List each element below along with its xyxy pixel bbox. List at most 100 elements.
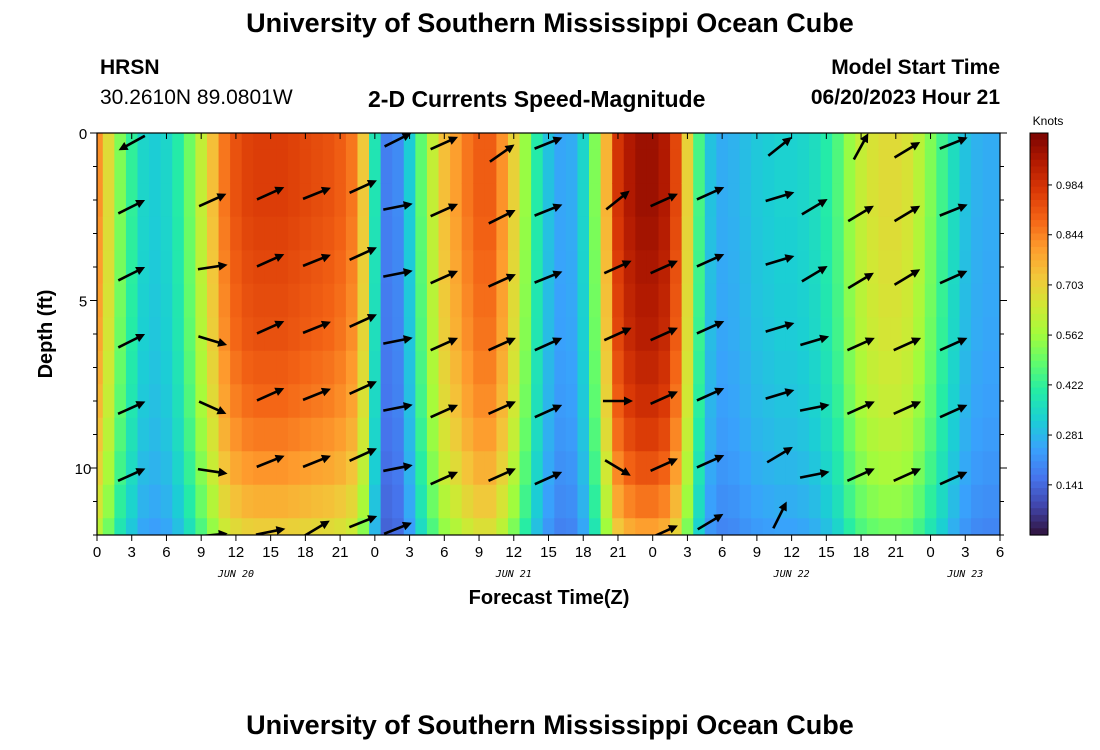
heatmap-cell: [878, 183, 891, 218]
heatmap-cell: [102, 250, 115, 285]
heatmap-cell: [288, 250, 301, 285]
heatmap-cell: [288, 133, 301, 151]
current-arrow: [605, 190, 630, 211]
heatmap-cell: [102, 149, 115, 184]
heatmap-cell: [855, 518, 868, 535]
arrow-head: [860, 133, 869, 144]
colorbar-segment: [1030, 528, 1048, 536]
current-arrow: [697, 513, 724, 531]
arrow-shaft: [383, 464, 409, 473]
heatmap-cell: [507, 350, 521, 385]
heatmap-cell: [149, 183, 162, 218]
heatmap-cell: [450, 417, 463, 452]
heatmap-cell: [299, 283, 312, 318]
heatmap-cell: [994, 317, 1000, 352]
current-arrow: [256, 454, 285, 469]
heatmap-cell: [832, 149, 845, 184]
heatmap-cell: [461, 216, 474, 251]
x-tick-label: 12: [505, 544, 522, 561]
arrow-shaft: [772, 505, 786, 529]
x-tick-label: 0: [371, 544, 379, 561]
heatmap-cell: [102, 451, 115, 486]
current-arrow: [939, 203, 968, 217]
heatmap-cell: [102, 283, 115, 318]
heatmap-cell: [125, 518, 139, 535]
heatmap-cell: [727, 216, 741, 251]
heatmap-cell: [797, 451, 810, 486]
heatmap-cell: [866, 216, 880, 251]
heatmap-cell: [901, 484, 914, 519]
heatmap-cell: [102, 216, 115, 251]
heatmap-cell: [403, 384, 416, 419]
heatmap-cell: [253, 417, 266, 452]
colorbar-segment: [1030, 233, 1048, 241]
arrow-head: [403, 335, 413, 344]
heatmap-cell: [924, 417, 937, 452]
heatmap-cell: [345, 133, 359, 151]
heatmap-cell: [299, 518, 312, 535]
arrow-head: [216, 406, 227, 415]
x-tick-label: 12: [228, 544, 245, 561]
heatmap-cell: [183, 216, 197, 251]
arrow-head: [552, 270, 563, 279]
heatmap-cell: [693, 384, 706, 419]
heatmap-cell: [693, 484, 706, 519]
heatmap-cell: [797, 149, 810, 184]
heatmap-cell: [357, 250, 370, 285]
heatmap-cell: [565, 384, 579, 419]
heatmap-cell: [936, 518, 949, 535]
heatmap-cell: [623, 317, 636, 352]
heatmap-cell: [878, 216, 891, 251]
colorbar-segment: [1030, 380, 1048, 389]
heatmap-cell: [149, 250, 162, 285]
arrow-head: [714, 454, 725, 463]
heatmap-cell: [878, 350, 891, 385]
heatmap-cell: [971, 133, 984, 151]
arrow-shaft: [489, 146, 512, 163]
heatmap-cell: [971, 250, 984, 285]
x-tick-label: 21: [610, 544, 627, 561]
heatmap-cell: [345, 484, 359, 519]
arrow-head: [784, 388, 795, 397]
heatmap-cell: [264, 149, 278, 184]
colorbar-segment: [1030, 334, 1048, 342]
x-tick-label: 18: [575, 544, 592, 561]
heatmap-cell: [415, 518, 428, 535]
heatmap-cell: [172, 350, 185, 385]
arrow-head: [667, 391, 678, 400]
heatmap-cell: [97, 216, 104, 251]
heatmap-cell: [797, 317, 810, 352]
heatmap-cell: [206, 417, 220, 452]
heatmap-cell: [160, 484, 173, 519]
heatmap-cell: [125, 283, 139, 318]
x-tick-label: 9: [753, 544, 761, 561]
heatmap-cell: [727, 149, 741, 184]
heatmap-cell: [808, 451, 822, 486]
heatmap-cell: [600, 183, 613, 218]
current-arrow: [383, 402, 413, 412]
heatmap-cell: [334, 451, 347, 486]
colorbar-segment: [1030, 521, 1048, 529]
heatmap-cell: [264, 133, 278, 151]
heatmap-cell: [97, 484, 104, 519]
heatmap-cell: [426, 350, 440, 385]
heatmap-cell: [322, 283, 335, 318]
heatmap-cell: [600, 283, 613, 318]
heatmap-cell: [936, 350, 949, 385]
heatmap-cell: [785, 518, 799, 535]
heatmap-cell: [971, 484, 984, 519]
arrow-head: [366, 314, 377, 323]
heatmap-cell: [97, 250, 104, 285]
heatmap-cell: [160, 350, 173, 385]
heatmap-cell: [658, 133, 671, 151]
heatmap-cell: [924, 133, 937, 151]
x-tick-label: 6: [718, 544, 726, 561]
heatmap-cell: [345, 250, 359, 285]
date-label: JUN 22: [773, 569, 810, 580]
arrow-shaft: [603, 328, 628, 342]
arrow-head: [781, 137, 792, 147]
heatmap-cell: [924, 183, 937, 218]
heatmap-cell: [461, 417, 474, 452]
heatmap-cell: [311, 484, 324, 519]
